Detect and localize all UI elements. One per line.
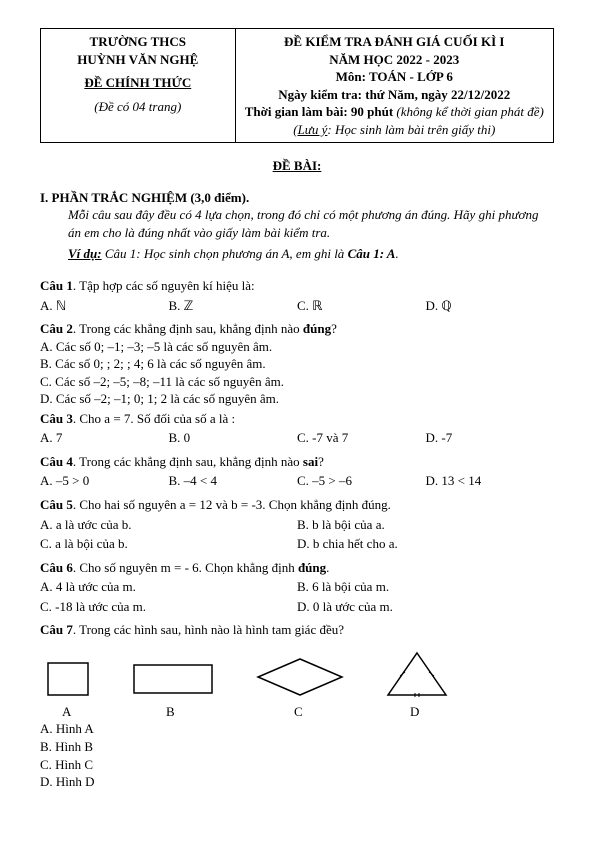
shape-label-c: C xyxy=(254,703,346,721)
example-text: Câu 1: Học sinh chọn phương án A, em ghi… xyxy=(102,246,348,261)
q1-a: A. ℕ xyxy=(40,297,169,315)
main-title: ĐỀ BÀI: xyxy=(40,157,554,175)
q3-a: A. 7 xyxy=(40,429,169,447)
q3-b: B. 0 xyxy=(169,429,298,447)
question-4: Câu 4. Trong các khẳng định sau, khẳng đ… xyxy=(40,453,554,471)
exam-title: ĐỀ KIỂM TRA ĐÁNH GIÁ CUỐI KÌ I xyxy=(242,33,547,51)
question-5: Câu 5. Cho hai số nguyên a = 12 và b = -… xyxy=(40,496,554,514)
q2-tail: ? xyxy=(331,321,337,336)
q3-c: C. -7 và 7 xyxy=(297,429,426,447)
q3-d: D. -7 xyxy=(426,429,555,447)
shape-label-d: D xyxy=(384,703,450,721)
q5-c: C. a là bội của b. xyxy=(40,535,297,553)
q2-d: D. Các số –2; –1; 0; 1; 2 là các số nguy… xyxy=(40,390,554,408)
q1-options: A. ℕ B. ℤ C. ℝ D. ℚ xyxy=(40,297,554,315)
page-count: (Đề có 04 trang) xyxy=(47,98,229,116)
question-1: Câu 1. Tập hợp các số nguyên kí hiệu là: xyxy=(40,277,554,295)
q4-bold: sai xyxy=(303,454,318,469)
q1-c: C. ℝ xyxy=(297,297,426,315)
part1-example: Ví dụ: Câu 1: Học sinh chọn phương án A,… xyxy=(68,245,554,263)
q4-c: C. –5 > –6 xyxy=(297,472,426,490)
q6-label: Câu 6 xyxy=(40,560,73,575)
q5-label: Câu 5 xyxy=(40,497,73,512)
q3-label: Câu 3 xyxy=(40,411,73,426)
note-label: Lưu ý xyxy=(298,122,328,137)
q5-stem: . Cho hai số nguyên a = 12 và b = -3. Ch… xyxy=(73,497,391,512)
q4-a: A. –5 > 0 xyxy=(40,472,169,490)
part1-instruction: Mỗi câu sau đây đều có 4 lựa chọn, trong… xyxy=(68,206,554,241)
note-text: : Học sinh làm bài trên giấy thi) xyxy=(327,122,495,137)
question-6: Câu 6. Cho số nguyên m = - 6. Chọn khẳng… xyxy=(40,559,554,577)
exam-note: (Lưu ý: Học sinh làm bài trên giấy thi) xyxy=(242,121,547,139)
q6-a: A. 4 là ước của m. xyxy=(40,578,297,596)
example-bold: Câu 1: A xyxy=(348,246,396,261)
shape-label-b: B xyxy=(130,703,216,721)
q3-stem: . Cho a = 7. Số đối của số a là : xyxy=(73,411,235,426)
exam-time: Thời gian làm bài: 90 phút (không kể thờ… xyxy=(242,103,547,121)
q1-label: Câu 1 xyxy=(40,278,73,293)
q7-stem: . Trong các hình sau, hình nào là hình t… xyxy=(73,622,344,637)
q4-label: Câu 4 xyxy=(40,454,73,469)
q7-label: Câu 7 xyxy=(40,622,73,637)
question-7: Câu 7. Trong các hình sau, hình nào là h… xyxy=(40,621,554,639)
q4-options: A. –5 > 0 B. –4 < 4 C. –5 > –6 D. 13 < 1… xyxy=(40,472,554,490)
q5-row1: A. a là ước của b. B. b là bội của a. xyxy=(40,516,554,534)
time-label: Thời gian làm bài: 90 phút xyxy=(245,104,393,119)
q7-c: C. Hình C xyxy=(40,756,554,774)
q2-c: C. Các số –2; –5; –8; –11 là các số nguy… xyxy=(40,373,554,391)
shape-rectangle-icon xyxy=(130,659,216,699)
school-name-1: TRƯỜNG THCS xyxy=(47,33,229,51)
q4-tail: ? xyxy=(318,454,324,469)
time-note: (không kể thời gian phát đề) xyxy=(393,104,544,119)
header-right: ĐỀ KIỂM TRA ĐÁNH GIÁ CUỐI KÌ I NĂM HỌC 2… xyxy=(236,29,553,142)
official-label: ĐỀ CHÍNH THỨC xyxy=(47,74,229,92)
q5-a: A. a là ước của b. xyxy=(40,516,297,534)
q2-stem: . Trong các khẳng định sau, khẳng định n… xyxy=(73,321,303,336)
q6-row1: A. 4 là ước của m. B. 6 là bội của m. xyxy=(40,578,554,596)
q1-b: B. ℤ xyxy=(169,297,298,315)
q6-row2: C. -18 là ước của m. D. 0 là ước của m. xyxy=(40,598,554,616)
q4-d: D. 13 < 14 xyxy=(426,472,555,490)
q6-stem: . Cho số nguyên m = - 6. Chọn khẳng định xyxy=(73,560,298,575)
q6-b: B. 6 là bội của m. xyxy=(297,578,554,596)
question-3: Câu 3. Cho a = 7. Số đối của số a là : xyxy=(40,410,554,428)
q2-label: Câu 2 xyxy=(40,321,73,336)
example-lead: Ví dụ: xyxy=(68,246,102,261)
q4-b: B. –4 < 4 xyxy=(169,472,298,490)
q2-bold: đúng xyxy=(303,321,331,336)
shape-square-icon xyxy=(44,659,92,699)
exam-subject: Môn: TOÁN - LỚP 6 xyxy=(242,68,547,86)
q1-stem: . Tập hợp các số nguyên kí hiệu là: xyxy=(73,278,255,293)
q6-d: D. 0 là ước của m. xyxy=(297,598,554,616)
school-name-2: HUỲNH VĂN NGHỆ xyxy=(47,51,229,69)
q7-b: B. Hình B xyxy=(40,738,554,756)
shapes-row xyxy=(44,649,554,699)
q6-c: C. -18 là ước của m. xyxy=(40,598,297,616)
q5-b: B. b là bội của a. xyxy=(297,516,554,534)
exam-year: NĂM HỌC 2022 - 2023 xyxy=(242,51,547,69)
q3-options: A. 7 B. 0 C. -7 và 7 D. -7 xyxy=(40,429,554,447)
q5-d: D. b chia hết cho a. xyxy=(297,535,554,553)
example-tail: . xyxy=(395,246,398,261)
shape-labels: A B C D xyxy=(44,703,554,721)
q4-stem: . Trong các khẳng định sau, khẳng định n… xyxy=(73,454,303,469)
shape-triangle-icon xyxy=(384,649,450,699)
q7-a: A. Hình A xyxy=(40,720,554,738)
q6-bold: đúng xyxy=(298,560,326,575)
shape-label-a: A xyxy=(44,703,92,721)
q2-b: B. Các số 0; ; 2; ; 4; 6 là các số nguyê… xyxy=(40,355,554,373)
question-2: Câu 2. Trong các khẳng định sau, khẳng đ… xyxy=(40,320,554,338)
q1-d: D. ℚ xyxy=(426,297,555,315)
part1-title: I. PHẦN TRẮC NGHIỆM (3,0 điểm). xyxy=(40,189,554,207)
exam-date: Ngày kiểm tra: thứ Năm, ngày 22/12/2022 xyxy=(242,86,547,104)
shape-rhombus-icon xyxy=(254,655,346,699)
q7-d: D. Hình D xyxy=(40,773,554,791)
q2-a: A. Các số 0; –1; –3; –5 là các số nguyên… xyxy=(40,338,554,356)
q6-tail: . xyxy=(326,560,329,575)
q5-row2: C. a là bội của b. D. b chia hết cho a. xyxy=(40,535,554,553)
header-left: TRƯỜNG THCS HUỲNH VĂN NGHỆ ĐỀ CHÍNH THỨC… xyxy=(41,29,236,142)
exam-header-box: TRƯỜNG THCS HUỲNH VĂN NGHỆ ĐỀ CHÍNH THỨC… xyxy=(40,28,554,143)
